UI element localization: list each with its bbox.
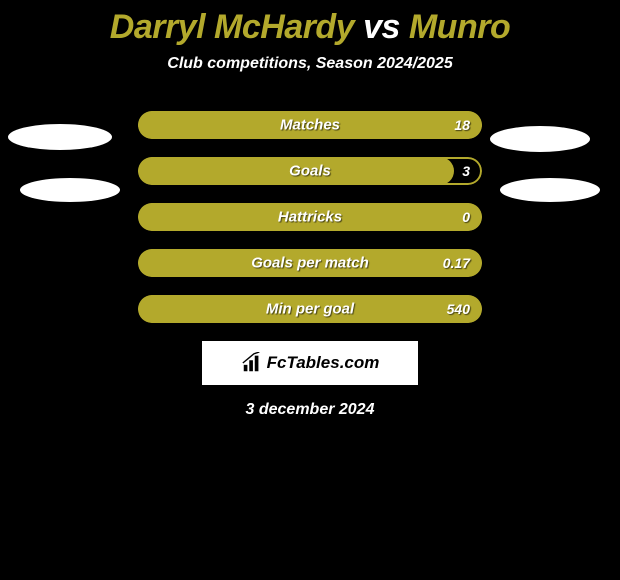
stat-bar: Goals per match 0.17 xyxy=(138,249,482,277)
title-full: Darryl McHardy vs Munro xyxy=(110,8,510,46)
comparison-title: Darryl McHardy vs Munro xyxy=(0,0,620,47)
stats-container: Matches 18 Goals 3 Hattricks 0 Goals per match… xyxy=(138,111,482,323)
stat-value: 18 xyxy=(454,117,470,133)
decorative-ellipse xyxy=(500,178,600,202)
stat-bar: Min per goal 540 xyxy=(138,295,482,323)
stat-label: Hattricks xyxy=(278,209,342,226)
stat-label: Min per goal xyxy=(266,301,354,318)
stat-bar: Matches 18 xyxy=(138,111,482,139)
stat-value: 0 xyxy=(462,209,470,225)
stat-label: Goals xyxy=(289,163,331,180)
stat-bar: Goals 3 xyxy=(138,157,482,185)
stat-label: Goals per match xyxy=(251,255,369,272)
fctables-logo: FcTables.com xyxy=(202,341,418,385)
decorative-ellipse xyxy=(8,124,112,150)
subtitle: Club competitions, Season 2024/2025 xyxy=(0,55,620,73)
stat-value: 3 xyxy=(462,163,470,179)
stat-label: Matches xyxy=(280,117,340,134)
stat-bar: Hattricks 0 xyxy=(138,203,482,231)
decorative-ellipse xyxy=(20,178,120,202)
date-line: 3 december 2024 xyxy=(0,401,620,419)
decorative-ellipse xyxy=(490,126,590,152)
stat-value: 0.17 xyxy=(443,255,470,271)
logo-text: FcTables.com xyxy=(267,353,380,373)
stat-value: 540 xyxy=(447,301,470,317)
bar-chart-icon xyxy=(241,352,263,374)
